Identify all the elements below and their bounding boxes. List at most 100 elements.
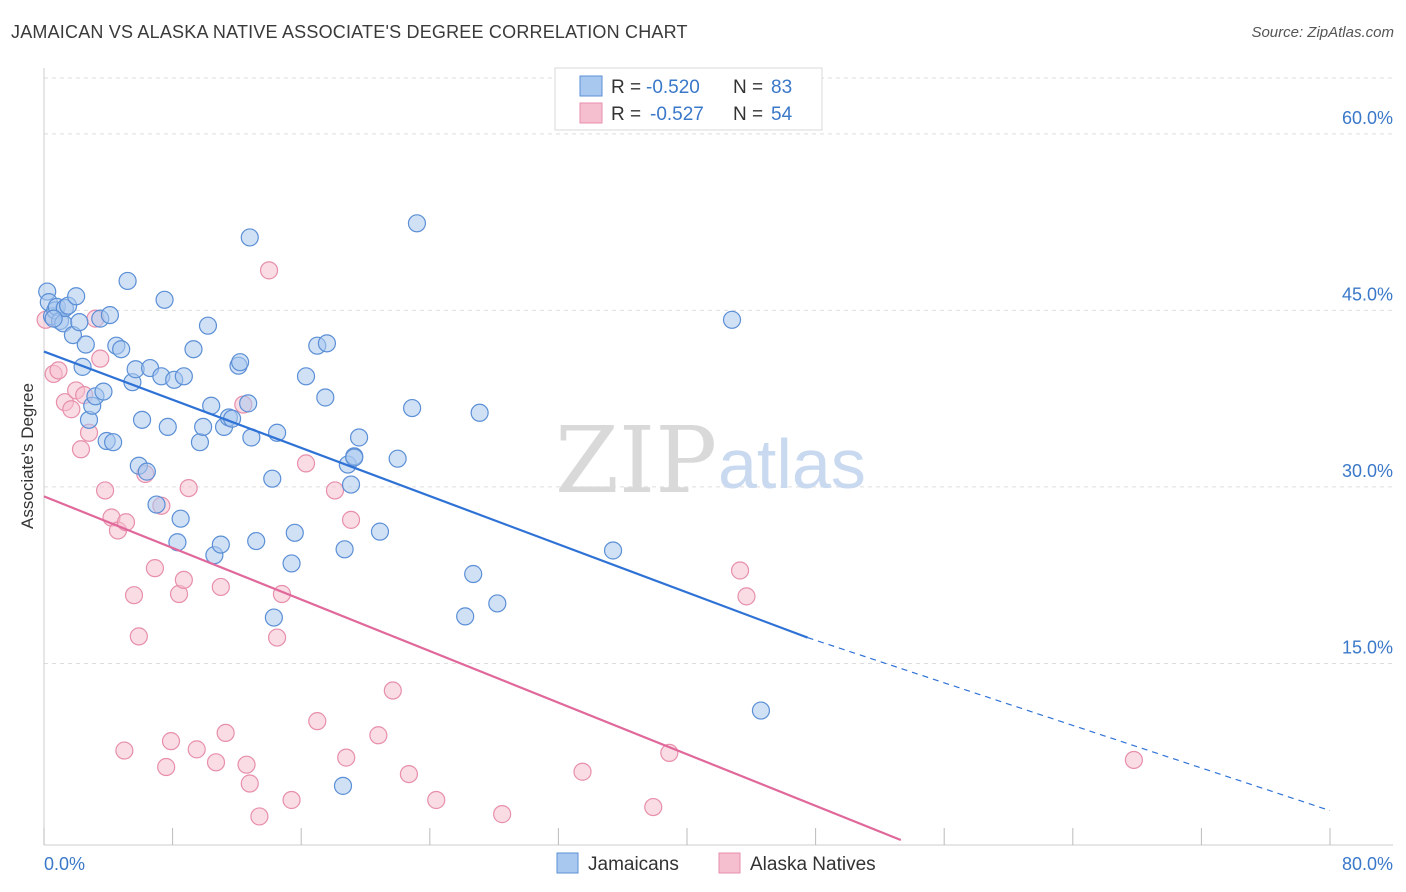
jamaicans-point bbox=[470, 403, 489, 422]
alaska-natives-point bbox=[187, 740, 206, 759]
y-tick-label: 45.0% bbox=[1342, 284, 1393, 304]
alaska-natives-point bbox=[493, 805, 512, 824]
alaska-natives-point bbox=[91, 349, 110, 368]
jamaicans-point bbox=[488, 594, 507, 613]
alaska-natives-point bbox=[399, 764, 419, 784]
alaska-natives-point bbox=[737, 587, 756, 606]
y-tick-label: 15.0% bbox=[1342, 637, 1393, 657]
legend-r-label-2: R = bbox=[611, 104, 641, 125]
jamaicans-point bbox=[147, 495, 166, 514]
jamaicans-point bbox=[407, 214, 427, 233]
jamaicans-point bbox=[403, 398, 422, 418]
alaska-natives-point bbox=[325, 481, 345, 500]
alaska-natives-point bbox=[71, 440, 91, 459]
alaska-natives-point bbox=[337, 748, 356, 767]
jamaicans-point bbox=[316, 388, 335, 407]
alaska-natives-point bbox=[145, 559, 165, 578]
alaska-natives-point bbox=[49, 361, 68, 380]
alaska-natives-points bbox=[36, 261, 1143, 826]
jamaicans-point bbox=[456, 607, 475, 626]
jamaicans-point bbox=[184, 340, 203, 359]
series-label-alaska-natives: Alaska Natives bbox=[750, 854, 876, 875]
alaska-natives-point bbox=[282, 790, 301, 810]
jamaicans-points bbox=[38, 214, 771, 795]
alaska-natives-point bbox=[644, 797, 663, 817]
series-swatch-alaska-natives bbox=[718, 852, 741, 874]
jamaicans-point bbox=[263, 469, 282, 488]
jamaicans-point bbox=[171, 509, 190, 528]
y-axis-title: Associate's Degree bbox=[18, 383, 37, 529]
jamaicans-point bbox=[345, 448, 364, 467]
jamaicans-trend-line bbox=[43, 350, 808, 639]
jamaicans-point bbox=[104, 433, 123, 452]
y-tick-label: 30.0% bbox=[1342, 461, 1393, 481]
jamaicans-point bbox=[231, 353, 250, 372]
alaska-natives-point bbox=[369, 726, 388, 745]
alaska-natives-point bbox=[250, 807, 269, 826]
jamaicans-point bbox=[174, 367, 193, 386]
jamaicans-point bbox=[67, 287, 86, 306]
alaska-natives-point bbox=[206, 753, 226, 772]
jamaicans-point bbox=[349, 428, 369, 447]
alaska-natives-point bbox=[157, 757, 176, 777]
alaska-natives-point bbox=[115, 741, 134, 760]
stats-legend: R = -0.520 N = 83 R = -0.527 N = 54 bbox=[554, 67, 823, 131]
jamaicans-point bbox=[194, 417, 213, 436]
legend-n-value-2: 54 bbox=[771, 104, 793, 125]
alaska-natives-point bbox=[427, 790, 446, 810]
alaska-natives-point bbox=[62, 400, 81, 419]
jamaicans-point bbox=[282, 554, 301, 573]
jamaicans-point bbox=[247, 531, 266, 551]
gridlines bbox=[44, 77, 1393, 664]
x-tick-label-min: 0.0% bbox=[44, 854, 85, 874]
series-legend: Jamaicans Alaska Natives bbox=[556, 852, 876, 875]
series-label-jamaicans: Jamaicans bbox=[588, 854, 679, 875]
trend-lines bbox=[43, 350, 1331, 842]
jamaicans-point bbox=[603, 541, 623, 560]
alaska-natives-point bbox=[296, 454, 316, 473]
alaska-natives-point bbox=[1124, 750, 1143, 770]
jamaicans-point bbox=[333, 776, 353, 795]
jamaicans-point bbox=[155, 290, 174, 309]
watermark: ZIP atlas bbox=[555, 407, 866, 514]
alaska-natives-point bbox=[237, 755, 256, 774]
jamaicans-point bbox=[317, 334, 337, 353]
jamaicans-point bbox=[94, 382, 113, 401]
legend-r-value-1: -0.520 bbox=[646, 77, 700, 98]
alaska-natives-point bbox=[240, 774, 259, 793]
alaska-natives-point bbox=[179, 479, 198, 498]
jamaicans-point bbox=[132, 410, 152, 429]
alaska-natives-point bbox=[216, 723, 235, 743]
jamaicans-point bbox=[722, 310, 742, 329]
jamaicans-point bbox=[198, 316, 218, 335]
jamaicans-point bbox=[100, 305, 120, 325]
jamaicans-point bbox=[70, 313, 89, 332]
y-tick-label: 60.0% bbox=[1342, 108, 1393, 128]
jamaicans-point bbox=[44, 309, 63, 328]
alaska-natives-point bbox=[259, 261, 279, 280]
legend-swatch-pink bbox=[579, 102, 603, 124]
jamaicans-point bbox=[388, 449, 407, 468]
jamaicans-point bbox=[118, 271, 137, 291]
jamaicans-point bbox=[335, 540, 354, 559]
watermark-zip: ZIP bbox=[555, 407, 717, 514]
alaska-natives-point bbox=[573, 762, 592, 781]
legend-n-value-1: 83 bbox=[771, 77, 792, 98]
alaska-natives-trend-line bbox=[43, 495, 902, 842]
alaska-natives-point bbox=[211, 577, 230, 597]
jamaicans-point bbox=[341, 475, 361, 494]
jamaicans-point bbox=[112, 340, 131, 359]
y-tick-labels: 15.0% 30.0% 45.0% 60.0% bbox=[1342, 108, 1393, 658]
source-label: Source: ZipAtlas.com bbox=[1251, 24, 1394, 41]
jamaicans-point bbox=[190, 433, 210, 452]
legend-swatch-blue bbox=[579, 75, 603, 97]
legend-r-value-2: -0.527 bbox=[650, 104, 704, 125]
jamaicans-point bbox=[239, 394, 258, 413]
jamaicans-point bbox=[158, 417, 177, 436]
alaska-natives-point bbox=[308, 712, 327, 731]
chart-title: JAMAICAN VS ALASKA NATIVE ASSOCIATE'S DE… bbox=[11, 22, 688, 42]
jamaicans-point bbox=[464, 564, 483, 584]
jamaicans-point bbox=[296, 367, 316, 386]
alaska-natives-point bbox=[124, 586, 144, 605]
